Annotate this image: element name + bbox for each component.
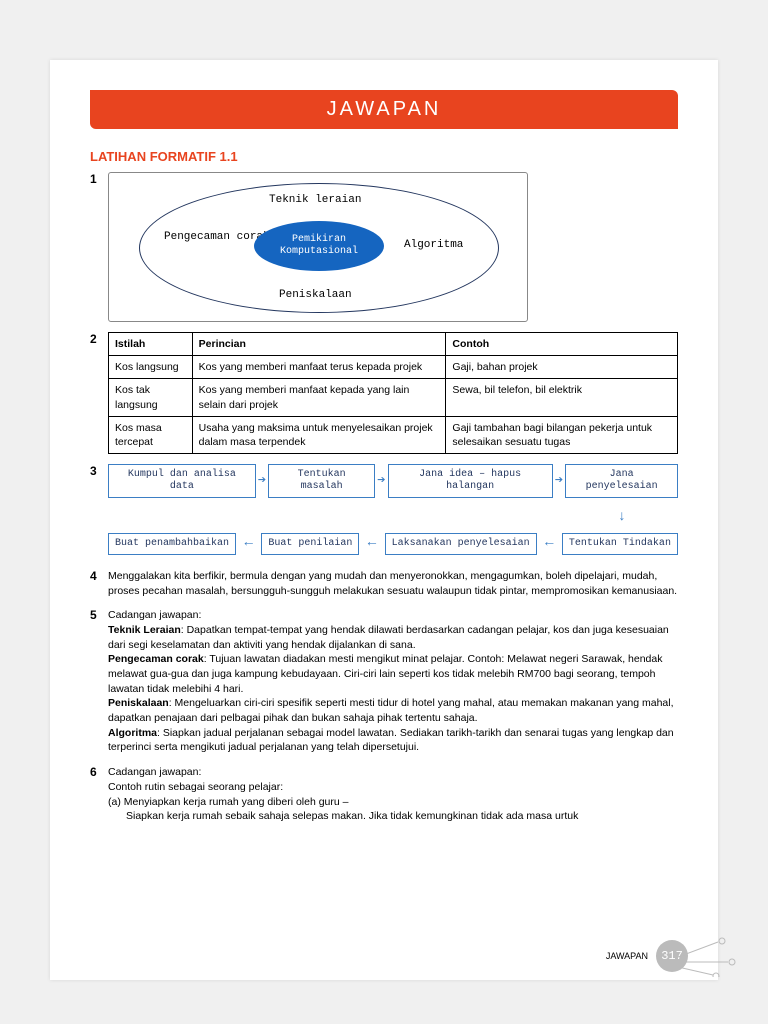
q2-h1: Perincian (192, 333, 446, 356)
node-teknik-leraian: Teknik leraian (269, 193, 361, 208)
flow-box: Buat penambahbaikan (108, 533, 236, 555)
node-algoritma: Algoritma (404, 238, 463, 253)
q1-number: 1 (90, 172, 108, 186)
arrow-left-icon: ← (543, 534, 555, 553)
flowchart: Kumpul dan analisa data ➔ Tentukan masal… (108, 464, 678, 559)
node-peniskalaan: Peniskalaan (279, 288, 352, 303)
arrow-down-icon: ↓ (616, 508, 628, 527)
q2-number: 2 (90, 332, 108, 346)
page-title: JAWAPAN (327, 98, 442, 120)
flow-box: Kumpul dan analisa data (108, 464, 256, 498)
q4-text: Menggalakan kita berfikir, bermula denga… (108, 569, 678, 598)
q5-body: Cadangan jawapan: Teknik Leraian: Dapatk… (108, 608, 678, 755)
q6-a-label: (a) (108, 796, 121, 808)
q6-a-line1: Menyiapkan kerja rumah yang diberi oleh … (124, 796, 349, 808)
page-number-badge: 317 (656, 940, 688, 972)
q5-lead: Cadangan jawapan: (108, 609, 201, 621)
footer-label: JAWAPAN (606, 951, 648, 961)
node-center: Pemikiran Komputasional (254, 221, 384, 271)
q6-lead: Cadangan jawapan: (108, 766, 201, 778)
q5-item-bold: Algoritma (108, 727, 157, 739)
table-row: Kos masa tercepat Usaha yang maksima unt… (109, 416, 678, 453)
q2-h0: Istilah (109, 333, 193, 356)
question-5: 5 Cadangan jawapan: Teknik Leraian: Dapa… (90, 608, 678, 755)
question-1: 1 Teknik leraian Pengecaman corak Pemiki… (90, 172, 678, 322)
q3-number: 3 (90, 464, 108, 478)
question-6: 6 Cadangan jawapan: Contoh rutin sebagai… (90, 765, 678, 824)
q2-h2: Contoh (446, 333, 678, 356)
flow-box: Tentukan masalah (268, 464, 375, 498)
flow-box: Tentukan Tindakan (562, 533, 678, 555)
q5-item-bold: Pengecaman corak (108, 653, 204, 665)
page-footer: JAWAPAN 317 (606, 940, 688, 972)
circuit-decoration-icon (678, 937, 748, 977)
page-title-bar: JAWAPAN (90, 90, 678, 129)
question-4: 4 Menggalakan kita berfikir, bermula den… (90, 569, 678, 598)
q2-table: Istilah Perincian Contoh Kos langsung Ko… (108, 332, 678, 454)
flow-box: Laksanakan penyelesaian (385, 533, 537, 555)
flow-box: Jana idea – hapus halangan (388, 464, 553, 498)
table-row: Kos tak langsung Kos yang memberi manfaa… (109, 379, 678, 416)
q5-item-bold: Peniskalaan (108, 697, 169, 709)
flow-box: Jana penyelesaian (565, 464, 678, 498)
page: JAWAPAN LATIHAN FORMATIF 1.1 1 Teknik le… (50, 60, 718, 980)
question-3: 3 Kumpul dan analisa data ➔ Tentukan mas… (90, 464, 678, 559)
table-row: Kos langsung Kos yang memberi manfaat te… (109, 356, 678, 379)
arrow-right-icon: ➔ (375, 472, 387, 491)
concept-map: Teknik leraian Pengecaman corak Pemikira… (108, 172, 528, 322)
arrow-left-icon: ← (366, 534, 378, 553)
q4-number: 4 (90, 569, 108, 583)
section-heading: LATIHAN FORMATIF 1.1 (90, 149, 678, 164)
q5-item-bold: Teknik Leraian (108, 624, 181, 636)
q5-number: 5 (90, 608, 108, 622)
arrow-right-icon: ➔ (256, 472, 268, 491)
q6-a-line2: Siapkan kerja rumah sebaik sahaja selepa… (108, 810, 578, 822)
arrow-left-icon: ← (242, 534, 254, 553)
arrow-right-icon: ➔ (553, 472, 565, 491)
flow-box: Buat penilaian (261, 533, 359, 555)
question-2: 2 Istilah Perincian Contoh Kos langsung … (90, 332, 678, 454)
q6-line1: Contoh rutin sebagai seorang pelajar: (108, 781, 283, 793)
q6-number: 6 (90, 765, 108, 779)
q6-body: Cadangan jawapan: Contoh rutin sebagai s… (108, 765, 678, 824)
